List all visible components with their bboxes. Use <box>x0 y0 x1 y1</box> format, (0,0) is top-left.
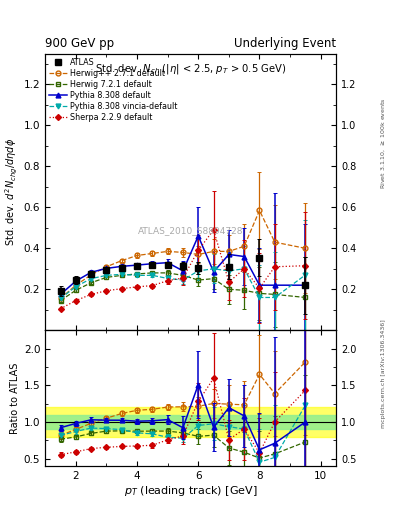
Text: ATLAS_2010_S8894728: ATLAS_2010_S8894728 <box>138 226 243 235</box>
Bar <box>45 407 336 437</box>
Text: Rivet 3.1.10, $\geq$ 100k events: Rivet 3.1.10, $\geq$ 100k events <box>379 97 387 189</box>
Text: Std. dev. $N_{ch}$ ($|\eta|$ < 2.5, $p_T$ > 0.5 GeV): Std. dev. $N_{ch}$ ($|\eta|$ < 2.5, $p_T… <box>95 62 286 76</box>
Text: mcplots.cern.ch [arXiv:1306.3436]: mcplots.cern.ch [arXiv:1306.3436] <box>381 319 386 428</box>
Bar <box>45 415 336 429</box>
Y-axis label: Std. dev. $d^2N_{chg}/d\eta d\phi$: Std. dev. $d^2N_{chg}/d\eta d\phi$ <box>4 138 20 246</box>
Legend: ATLAS, Herwig++ 2.7.1 default, Herwig 7.2.1 default, Pythia 8.308 default, Pythi: ATLAS, Herwig++ 2.7.1 default, Herwig 7.… <box>48 56 179 123</box>
Y-axis label: Ratio to ATLAS: Ratio to ATLAS <box>9 362 20 434</box>
Text: Underlying Event: Underlying Event <box>234 37 336 50</box>
X-axis label: $p_T$ (leading track) [GeV]: $p_T$ (leading track) [GeV] <box>124 483 257 498</box>
Text: 900 GeV pp: 900 GeV pp <box>45 37 114 50</box>
